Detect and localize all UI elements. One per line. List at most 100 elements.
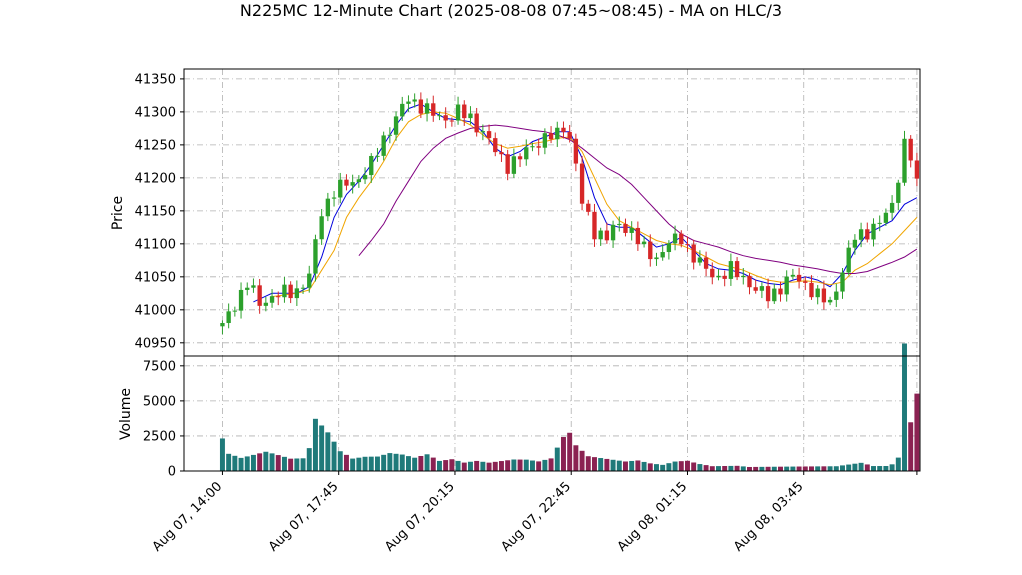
- volume-bar: [759, 466, 765, 471]
- volume-bar: [622, 461, 628, 471]
- candle-body: [245, 287, 250, 290]
- candle-body: [486, 131, 492, 139]
- candle-body: [685, 244, 690, 246]
- candle-body: [319, 216, 324, 240]
- volume-bar: [548, 458, 554, 471]
- volume-bar: [443, 460, 449, 471]
- volume-bar: [902, 343, 907, 471]
- candle-body: [431, 103, 436, 116]
- candle-body: [269, 296, 275, 303]
- candle-body: [728, 261, 734, 279]
- price-tick-label: 41150: [135, 204, 176, 219]
- volume-bar: [678, 461, 684, 471]
- candle-body: [300, 287, 306, 289]
- candle-body: [703, 257, 709, 269]
- candle-body: [852, 239, 858, 248]
- candle-body: [313, 239, 318, 274]
- volume-bar: [405, 456, 411, 471]
- price-tick-label: 41200: [135, 171, 176, 186]
- volume-bar: [350, 458, 356, 471]
- volume-bar: [771, 466, 777, 471]
- volume-tick-label: 2500: [143, 429, 176, 444]
- volume-bar: [399, 454, 405, 471]
- price-tick-label: 41300: [135, 105, 176, 120]
- candle-body: [536, 146, 541, 148]
- volume-bar: [604, 458, 610, 471]
- volume-bar: [889, 464, 895, 471]
- candle-body: [455, 104, 461, 121]
- candle-body: [827, 299, 833, 303]
- volume-bar: [796, 466, 802, 471]
- candle-body: [579, 163, 585, 204]
- candle-body: [734, 261, 740, 278]
- volume-bar: [263, 451, 269, 471]
- volume-bar: [734, 465, 740, 471]
- volume-bar: [864, 464, 870, 471]
- volume-bar: [554, 447, 560, 471]
- volume-bar: [802, 466, 808, 471]
- candle-body: [362, 175, 368, 180]
- candle-body: [561, 127, 566, 132]
- volume-bar: [319, 425, 325, 471]
- candle-body: [511, 156, 517, 174]
- candle-body: [542, 133, 548, 148]
- volume-bar: [908, 422, 914, 471]
- price-tick-label: 41100: [135, 237, 176, 252]
- candle-body: [902, 138, 907, 183]
- volume-bar: [858, 462, 864, 471]
- candle-body: [468, 113, 473, 119]
- volume-bar: [356, 457, 362, 471]
- volume-bar: [250, 454, 256, 471]
- candle-body: [443, 115, 448, 121]
- candle-body: [908, 138, 913, 161]
- volume-bar: [288, 458, 294, 471]
- volume-bar: [629, 460, 635, 471]
- volume-bar: [424, 454, 430, 471]
- candle-body: [369, 155, 374, 176]
- volume-bar: [281, 456, 287, 471]
- candle-body: [697, 257, 703, 263]
- volume-y-ticks: 0 2500 5000 7500: [143, 359, 184, 480]
- volume-bar: [846, 464, 852, 471]
- volume-bar: [697, 464, 703, 471]
- candle-body: [400, 103, 405, 117]
- x-tick-label: Aug 07, 17:45: [266, 479, 342, 555]
- candle-body: [387, 134, 393, 136]
- volume-bar: [536, 461, 542, 471]
- volume-bar: [492, 461, 498, 471]
- volume-bar: [815, 466, 821, 471]
- volume-bar: [616, 460, 622, 471]
- volume-bar: [660, 464, 666, 471]
- candle-body: [871, 223, 876, 240]
- volume-bar: [300, 458, 306, 471]
- volume-bar: [809, 466, 814, 471]
- candle-body: [288, 284, 293, 299]
- volume-bar: [467, 461, 473, 471]
- moving-average-lines: [253, 103, 918, 303]
- x-tick-label: Aug 07, 20:15: [382, 479, 458, 555]
- candle-body: [784, 276, 789, 295]
- price-tick-label: 41250: [135, 138, 176, 153]
- price-y-ticks: 40950 41000 41050 41100 41150 41200 41250 41300…: [135, 72, 184, 351]
- volume-bar: [827, 466, 833, 471]
- volume-tick-label: 0: [168, 465, 176, 480]
- volume-bar: [226, 453, 232, 471]
- volume-bar: [343, 454, 349, 471]
- price-tick-label: 41000: [135, 303, 176, 318]
- candle-body: [679, 233, 684, 245]
- candle-body: [840, 272, 845, 292]
- candle-body: [865, 229, 870, 240]
- candle-body: [765, 286, 771, 302]
- candle-body: [220, 323, 225, 327]
- volume-bar: [474, 460, 480, 471]
- volume-bar: [517, 459, 523, 471]
- candle-body: [257, 285, 262, 306]
- candle-body: [747, 275, 752, 288]
- candle-body: [772, 288, 777, 302]
- candle-body: [623, 223, 628, 233]
- candle-body: [325, 198, 331, 217]
- volume-bar: [852, 463, 858, 471]
- candle-body: [635, 227, 641, 245]
- volume-bar: [914, 393, 920, 471]
- volume-bar: [529, 460, 535, 471]
